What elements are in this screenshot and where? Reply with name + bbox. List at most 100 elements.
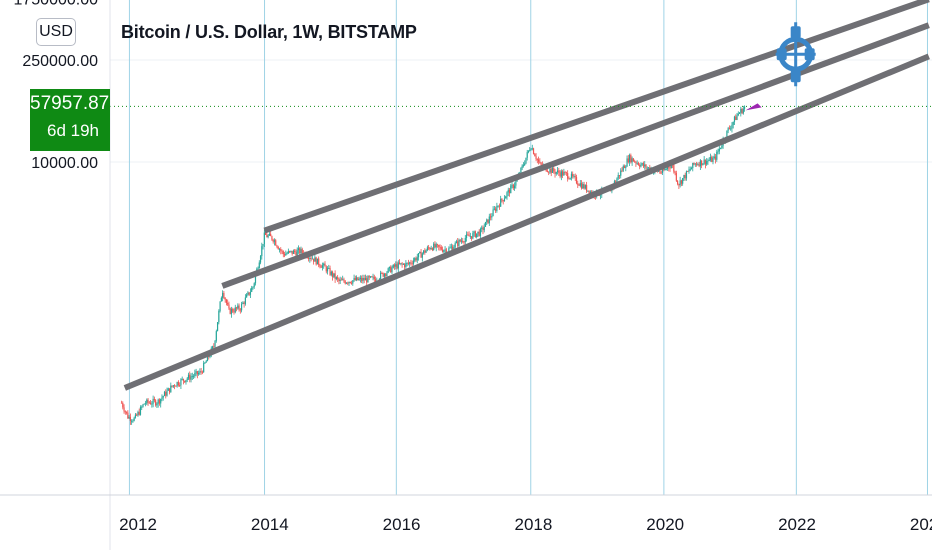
- candle-body: [318, 258, 320, 265]
- candle-body: [640, 164, 642, 167]
- currency-button[interactable]: USD: [36, 18, 76, 46]
- candle-body: [214, 340, 216, 347]
- candle-body: [454, 243, 456, 248]
- candle-body: [726, 130, 728, 139]
- candle-body: [549, 168, 551, 173]
- candle-body: [444, 249, 446, 251]
- target-handle: [804, 48, 815, 61]
- candle-body: [373, 276, 375, 280]
- crosshair-target-icon[interactable]: [775, 22, 816, 87]
- time-tick-label: 2012: [119, 515, 157, 534]
- candle-body: [404, 264, 406, 268]
- candle-body: [390, 266, 392, 273]
- candle-body: [299, 248, 301, 254]
- candle-body: [329, 268, 331, 275]
- price-tick-label: 10000.00: [31, 155, 98, 172]
- bar-countdown: 6d 19h: [47, 121, 99, 140]
- candle-body: [660, 172, 662, 174]
- candle-body: [367, 276, 369, 283]
- candle-body: [287, 251, 289, 254]
- channel-trendline[interactable]: [263, 0, 930, 234]
- candle-body: [716, 151, 718, 160]
- candle-body: [342, 279, 344, 281]
- candle-body: [301, 249, 303, 254]
- candle-body: [180, 379, 182, 386]
- candle-body: [289, 251, 291, 252]
- candle-body: [730, 128, 732, 130]
- candle-body: [682, 178, 684, 184]
- candle-body: [565, 172, 567, 174]
- candle-body: [417, 253, 420, 258]
- candle-body: [338, 278, 340, 282]
- candle-body: [189, 374, 191, 380]
- candle-body: [147, 399, 149, 403]
- candle-body: [439, 246, 441, 248]
- candle-body: [430, 248, 432, 250]
- candle-body: [440, 247, 442, 250]
- candle-body: [721, 145, 723, 148]
- time-axis[interactable]: 2012 2014 2016 2018 2020 2022 2024: [119, 515, 932, 534]
- candle-body: [414, 258, 416, 261]
- candle-body: [144, 403, 147, 405]
- candle-body: [522, 165, 525, 166]
- candle-body: [195, 371, 197, 373]
- candle-body: [271, 236, 273, 240]
- price-axis[interactable]: 1750000.00 250000.00 10000.00: [13, 0, 98, 172]
- candle-body: [711, 157, 713, 162]
- target-handle: [790, 70, 801, 83]
- candle-body: [234, 307, 236, 313]
- candle-body: [168, 388, 171, 393]
- candle-body: [381, 272, 383, 274]
- candle-body: [616, 178, 618, 182]
- candle-body: [505, 196, 507, 199]
- candle-body: [185, 379, 187, 383]
- candle-body: [731, 124, 733, 129]
- candle-body: [139, 407, 142, 415]
- target-handle: [790, 26, 801, 39]
- channel-trendline[interactable]: [221, 22, 930, 289]
- candle-body: [443, 250, 445, 252]
- candle-body: [227, 302, 229, 305]
- candle-body: [684, 175, 686, 179]
- candle-body: [175, 385, 177, 387]
- candle-body: [235, 307, 238, 309]
- candle-body: [133, 417, 135, 421]
- candle-body: [350, 282, 353, 284]
- candle-body: [467, 234, 469, 236]
- candle-body: [689, 169, 691, 171]
- candle-body: [311, 258, 313, 260]
- vertical-markers: [128, 0, 928, 495]
- candle-body: [219, 301, 221, 311]
- channel-trendline[interactable]: [123, 53, 930, 391]
- candle-body: [507, 189, 509, 193]
- candle-body: [141, 406, 143, 408]
- candle-body: [421, 253, 423, 258]
- candle-body: [702, 163, 704, 166]
- candle-body: [422, 250, 425, 254]
- channel-lines[interactable]: [123, 0, 930, 391]
- candle-body: [239, 309, 241, 311]
- candle-body: [570, 173, 573, 179]
- candle-body: [497, 205, 499, 207]
- candle-body: [132, 420, 134, 422]
- candle-body: [307, 257, 310, 259]
- candle-body: [550, 168, 552, 173]
- candle-body: [238, 305, 240, 310]
- candle-body: [521, 165, 523, 168]
- candle-body: [323, 263, 325, 266]
- candle-body: [658, 171, 660, 173]
- candle-body: [718, 148, 720, 152]
- candle-body: [270, 233, 272, 237]
- candle-body: [314, 257, 316, 262]
- candle-body: [176, 381, 178, 387]
- candle-body: [529, 150, 531, 151]
- candle-body: [707, 160, 709, 162]
- candle-body: [161, 397, 163, 399]
- candle-body: [280, 249, 282, 251]
- candle-body: [535, 156, 537, 160]
- candle-body: [620, 170, 622, 176]
- candle-body: [641, 163, 643, 165]
- candle-body: [574, 176, 576, 178]
- candle-body: [273, 240, 276, 242]
